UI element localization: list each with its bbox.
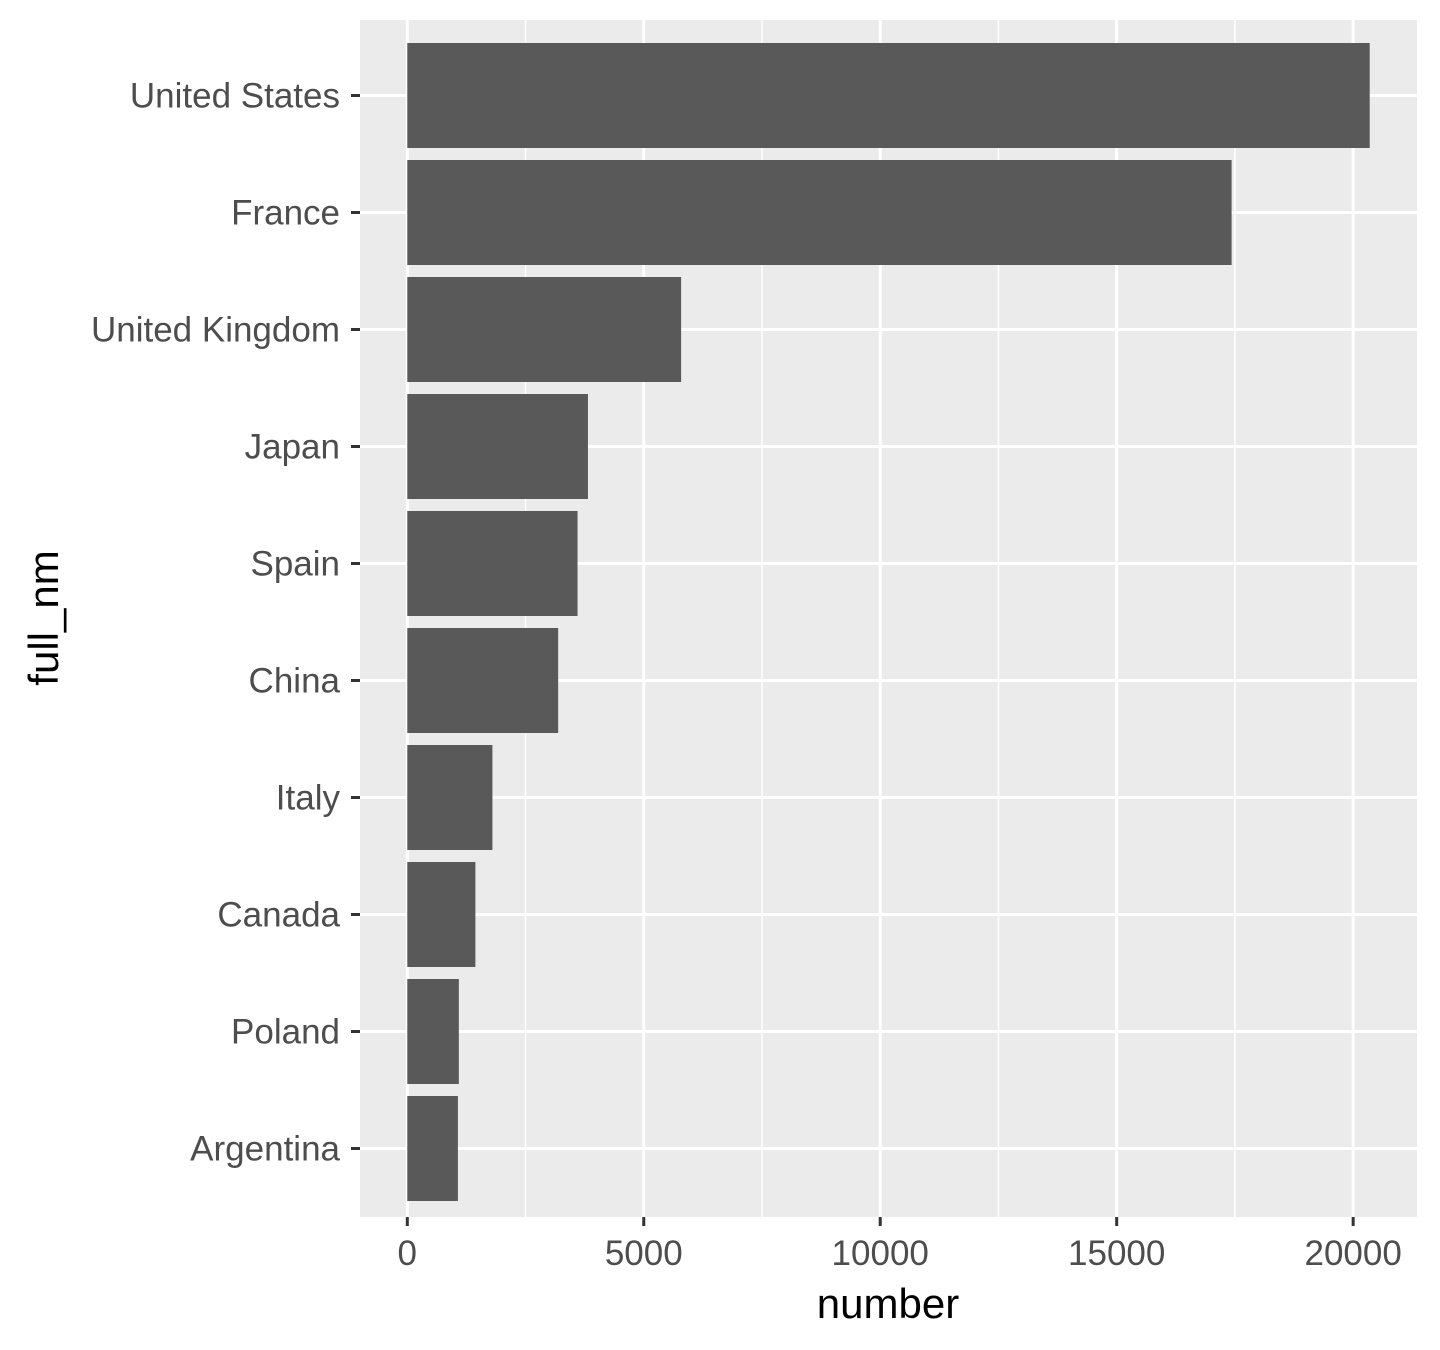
bar bbox=[407, 511, 578, 616]
x-tick-label: 5000 bbox=[605, 1234, 683, 1273]
x-axis-title: number bbox=[817, 1280, 959, 1327]
bar bbox=[407, 628, 559, 733]
y-tick-label: United Kingdom bbox=[91, 311, 340, 350]
bar bbox=[407, 979, 459, 1084]
y-tick-label: Spain bbox=[250, 545, 340, 584]
x-axis-tick-labels: 0 5000 10000 15000 20000 bbox=[398, 1234, 1402, 1273]
y-axis-tick-labels: United States France United Kingdom Japan Sp… bbox=[91, 77, 341, 1169]
y-tick-label: Japan bbox=[245, 428, 340, 467]
y-axis-title: full_nm bbox=[20, 550, 67, 685]
bar bbox=[407, 745, 493, 850]
bar bbox=[407, 43, 1370, 148]
y-tick-label: United States bbox=[130, 77, 340, 116]
y-axis-ticks bbox=[351, 94, 360, 1150]
x-tick-label: 20000 bbox=[1304, 1234, 1401, 1273]
x-axis-ticks bbox=[405, 1217, 1355, 1226]
x-tick-label: 10000 bbox=[832, 1234, 929, 1273]
bars bbox=[407, 43, 1370, 1201]
bar bbox=[407, 862, 476, 967]
x-tick-label: 0 bbox=[398, 1234, 417, 1273]
bar bbox=[407, 1096, 458, 1201]
y-tick-label: China bbox=[249, 662, 341, 701]
bar bbox=[407, 277, 682, 382]
y-tick-label: Poland bbox=[231, 1013, 340, 1052]
y-tick-label: Argentina bbox=[190, 1130, 340, 1169]
y-tick-label: Canada bbox=[217, 896, 340, 935]
y-tick-label: Italy bbox=[276, 779, 341, 818]
y-tick-label: France bbox=[231, 194, 340, 233]
x-tick-label: 15000 bbox=[1068, 1234, 1165, 1273]
bar bbox=[407, 394, 588, 499]
bar bbox=[407, 160, 1232, 265]
